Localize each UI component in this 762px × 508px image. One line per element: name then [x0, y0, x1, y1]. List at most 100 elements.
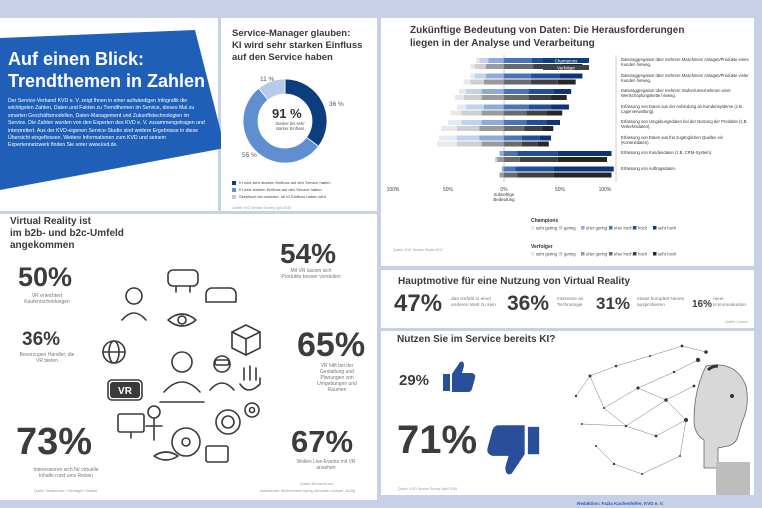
- data-chart-axis-label: Zukünftige Bedeutung: [493, 192, 514, 202]
- champions-bar-segment: [465, 104, 484, 110]
- data-chart-category-label: Erfassung von Auftragsdaten.: [621, 166, 676, 171]
- motive-title: Hauptmotive für eine Nutzung von Virtual…: [398, 276, 631, 287]
- data-chart-title-2: liegen in der Analyse und Verarbeitung: [410, 38, 595, 49]
- champions-tag: [543, 58, 589, 63]
- donut-hole: [260, 96, 310, 146]
- verfolger-bar-segment: [504, 157, 520, 162]
- verfolger-legend-swatch: [531, 252, 535, 256]
- verfolger-bar-segment: [481, 141, 504, 147]
- vr-stat-36: 36%: [22, 329, 61, 350]
- motive-stat-36-text: Interesse an Technologie: [557, 297, 584, 308]
- vr-title-2: im b2b- und b2c-Umfeld: [10, 228, 124, 239]
- champions-bar-segment: [504, 58, 532, 63]
- verfolger-legend-label: sehr gering: [536, 251, 558, 256]
- verfolger-bar-segment: [456, 141, 482, 147]
- intro-title-1: Auf einen Blick:: [8, 49, 145, 69]
- verfolger-legend-label: eher hoch: [614, 251, 633, 256]
- verfolger-bar-segment: [517, 172, 554, 178]
- vr-stat-65: 65%: [297, 326, 366, 364]
- verfolger-bar-segment: [486, 64, 504, 69]
- network-lines-icon: [575, 345, 707, 475]
- verfolger-bar-segment: [524, 126, 543, 131]
- verfolger-bar-segment: [436, 141, 457, 147]
- verfolger-bar-segment: [504, 64, 534, 69]
- verfolger-bar-segment: [557, 79, 576, 85]
- thumbs-up-icon: [443, 361, 476, 392]
- cube-icon: [231, 324, 261, 356]
- verfolger-bar-segment: [528, 95, 552, 100]
- robot-head-icon: [693, 364, 750, 495]
- robot-network-illustration: [574, 344, 750, 495]
- ki-stat-29: 29%: [399, 372, 430, 389]
- champions-legend-label: eher gering: [586, 225, 608, 230]
- champions-bar-segment: [456, 135, 480, 141]
- verfolger-legend-label: eher gering: [586, 251, 608, 256]
- champions-bar-segment: [539, 135, 552, 141]
- vr-controller-icon: [205, 287, 237, 303]
- ki-stat-71: 71%: [397, 418, 478, 462]
- verfolger-bar-segment: [553, 172, 612, 178]
- verfolger-bar-segment: [530, 79, 558, 85]
- donut-slice: [242, 87, 320, 164]
- donut-center-value: 91 %: [272, 106, 302, 121]
- data-chart-tick-label: 50%: [443, 187, 454, 193]
- verfolger-legend-title: Verfolger: [531, 244, 553, 250]
- thumbs-down-icon: [487, 425, 540, 475]
- champions-bar-segment: [470, 73, 475, 79]
- champions-legend-label: gering: [564, 225, 576, 230]
- verfolger-bar-segment: [504, 95, 529, 100]
- vr-stat-36-text: Bevorzugen Händler, die VR bieten: [19, 352, 75, 364]
- champions-bar-segment: [504, 73, 531, 79]
- verfolger-bar-segment: [474, 64, 487, 69]
- legend-swatch-navy: [232, 180, 236, 185]
- globe-icon: [102, 340, 126, 364]
- eye-icon: [167, 313, 197, 327]
- data-chart-category-label: Erfassung von Umgebungsdaten bei der Nut…: [621, 119, 748, 129]
- vr-stat-73-text: Interessieren sich für virtuelle Inhalte…: [33, 467, 99, 479]
- donut-legend: KI wird sehr starken Einfluss auf den Se…: [232, 179, 377, 200]
- champions-bar-segment: [526, 120, 547, 125]
- verfolger-bar-segment: [470, 79, 484, 85]
- champions-bar-segment: [504, 104, 529, 110]
- vr-person-icon: [121, 287, 147, 321]
- champions-bar-segment: [504, 89, 529, 94]
- verfolger-bar-segment: [537, 141, 549, 147]
- verfolger-bar-segment: [470, 64, 475, 69]
- verfolger-bar-segment: [504, 172, 518, 178]
- verfolger-bar-segment: [504, 141, 522, 147]
- verfolger-bar-segment: [454, 95, 464, 100]
- champions-bar-segment: [528, 104, 552, 110]
- verfolger-bar-segment: [504, 126, 525, 131]
- vr-label-text: VR: [118, 386, 133, 397]
- donut-center-label: Starker bis sehr starker Einfluss: [275, 121, 305, 132]
- verfolger-bar-segment: [456, 126, 480, 131]
- verfolger-bar-segment: [497, 157, 504, 162]
- donut-title-2: KI wird sehr starken Einfluss: [232, 40, 363, 51]
- donut-title-1: Service-Manager glauben:: [232, 28, 351, 39]
- champions-legend-swatch: [609, 226, 613, 230]
- vr-title-3: angekommen: [10, 240, 75, 251]
- verfolger-bar-segment: [481, 110, 504, 116]
- verfolger-bar-segment: [463, 95, 482, 100]
- champions-bar-segment: [553, 166, 614, 172]
- verfolger-bar-segment: [483, 79, 504, 85]
- verfolger-bar-segment: [450, 110, 462, 116]
- disc-icon: [171, 427, 201, 457]
- motive-stat-47: 47%: [394, 290, 443, 317]
- verfolger-bar-segment: [495, 157, 498, 162]
- data-chart-tick-label: 100%: [387, 187, 400, 193]
- data-chart-category-label: Datenaggregation über mehrere Stufen/Unt…: [621, 88, 731, 98]
- legend-swatch-blue: [232, 187, 236, 192]
- vr-stat-73: 73%: [16, 421, 93, 463]
- champions-legend-swatch: [633, 226, 637, 230]
- motive-stat-47-text: das Gefühl in einer anderen Welt zu sein: [451, 297, 496, 308]
- vr-stat-67: 67%: [291, 424, 354, 459]
- film-icon: [205, 445, 229, 463]
- verfolger-bar-segment: [463, 79, 471, 85]
- legend-swatch-light: [232, 194, 236, 199]
- vr-person-standing-icon: [145, 405, 163, 441]
- vr-source-mid: Quelle: Michael Brunn: [300, 482, 334, 486]
- verfolger-legend-label: hoch: [638, 251, 648, 256]
- data-chart-category-label: Erfassung von Daten aus frei zugängliche…: [621, 135, 723, 145]
- champions-legend-label: eher hoch: [614, 225, 633, 230]
